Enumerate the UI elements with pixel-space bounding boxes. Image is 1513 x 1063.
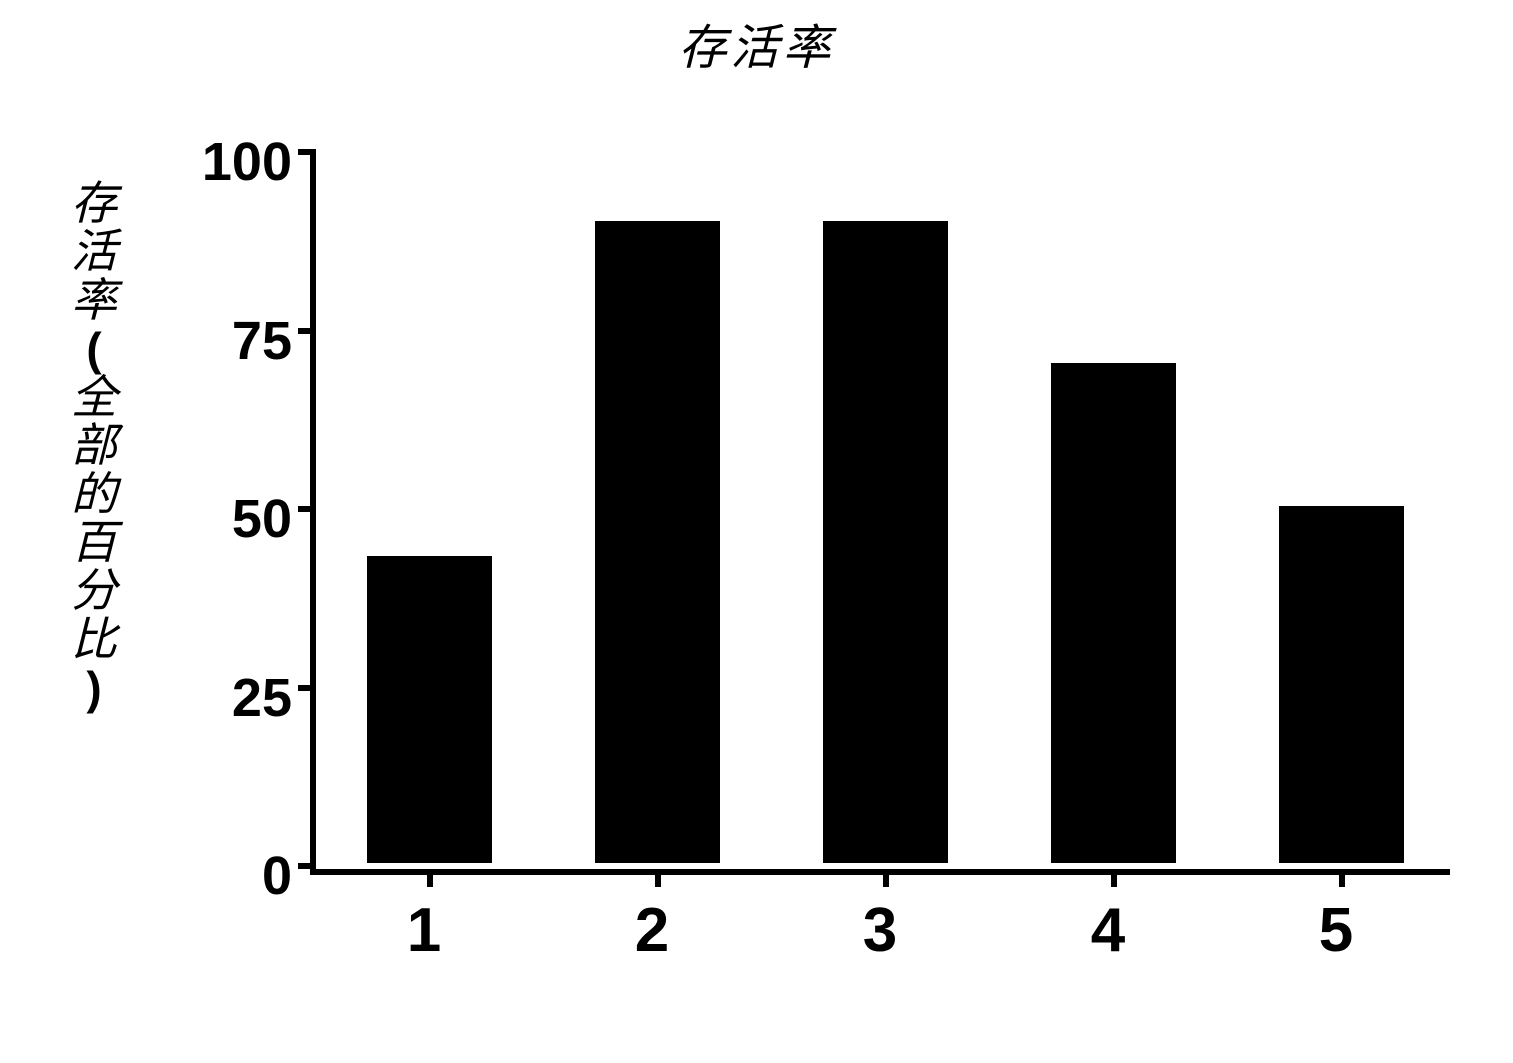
xtick-mark [1111,869,1117,887]
plot-area [310,155,1450,875]
ylabel-char-4: 全 [71,372,117,423]
bar-chart: 0 25 50 75 100 1 2 3 4 5 [310,155,1450,875]
ylabel-char-3: 率 [71,275,117,326]
ytick-mark [298,328,316,334]
bar-5 [1279,506,1404,863]
xtick-mark [427,869,433,887]
bar-2 [595,221,720,863]
xtick-mark [883,869,889,887]
bar-1 [367,556,492,863]
xtick-label: 3 [840,895,920,966]
ylabel-char-9: 比 [71,614,117,665]
ytick-label: 100 [152,131,292,193]
ylabel-paren-close: ) [86,662,101,714]
xtick-mark [1339,869,1345,887]
bar-3 [823,221,948,863]
ylabel-char-1: 存 [71,178,117,229]
ytick-label: 25 [152,667,292,729]
xtick-label: 4 [1068,895,1148,966]
ytick-mark [298,506,316,512]
ylabel-char-7: 百 [71,517,117,568]
ylabel-char-6: 的 [71,469,117,520]
y-axis-label: 存 活 率 ( 全 部 的 百 分 比 ) [70,180,118,713]
xtick-mark [655,869,661,887]
ytick-label: 50 [152,488,292,550]
xtick-label: 1 [384,895,464,966]
ytick-label: 75 [152,310,292,372]
ytick-mark [298,149,316,155]
ytick-mark [298,863,316,869]
bar-4 [1051,363,1176,863]
xtick-label: 2 [612,895,692,966]
ytick-mark [298,685,316,691]
xtick-label: 5 [1296,895,1376,966]
ylabel-paren-open: ( [86,323,101,375]
page: 存活率 存 活 率 ( 全 部 的 百 分 比 ) [0,0,1513,1063]
ylabel-char-8: 分 [71,565,117,616]
chart-title: 存活率 [0,8,1513,78]
ytick-label: 0 [152,845,292,907]
ylabel-char-5: 部 [71,420,117,471]
ylabel-char-2: 活 [71,226,117,277]
